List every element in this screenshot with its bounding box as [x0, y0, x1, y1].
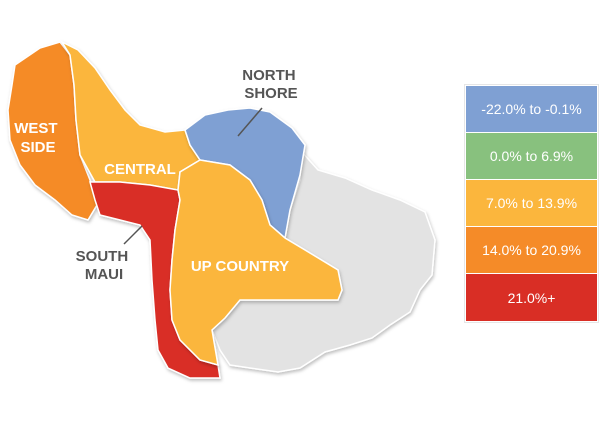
legend-label-4: 21.0%+ — [507, 289, 556, 306]
map-legend: -22.0% to -0.1% 0.0% to 6.9% 7.0% to 13.… — [465, 85, 598, 322]
label-north-shore: NORTH SHORE — [242, 67, 300, 102]
label-south-maui-line2: MAUI — [85, 266, 123, 283]
label-north-shore-line2: SHORE — [244, 85, 297, 102]
legend-label-0: -22.0% to -0.1% — [481, 101, 582, 117]
label-south-maui: SOUTH MAUI — [76, 248, 133, 283]
north-shore-leader-line — [237, 107, 263, 137]
legend-item-1: 0.0% to 6.9% — [466, 133, 597, 180]
legend-label-3: 14.0% to 20.9% — [482, 242, 581, 258]
legend-label-2: 7.0% to 13.9% — [485, 195, 578, 211]
label-central: CENTRAL — [104, 161, 176, 178]
label-south-maui-line1: SOUTH — [76, 248, 129, 265]
label-west-side-line1: WEST — [14, 120, 57, 137]
label-west-side-line2: SIDE — [20, 139, 55, 156]
legend-item-0: -22.0% to -0.1% — [466, 86, 597, 133]
label-west-side: WEST SIDE — [14, 120, 62, 156]
south-maui-leader-line — [123, 225, 143, 245]
label-up-country: UP COUNTRY — [191, 258, 289, 275]
legend-item-2: 7.0% to 13.9% — [466, 180, 597, 227]
legend-item-4: 21.0%+ — [466, 274, 597, 321]
label-north-shore-line1: NORTH — [242, 67, 295, 84]
legend-label-1: 0.0% to 6.9% — [489, 148, 574, 164]
legend-item-3: 14.0% to 20.9% — [466, 227, 597, 274]
region-up-country — [169, 159, 343, 367]
